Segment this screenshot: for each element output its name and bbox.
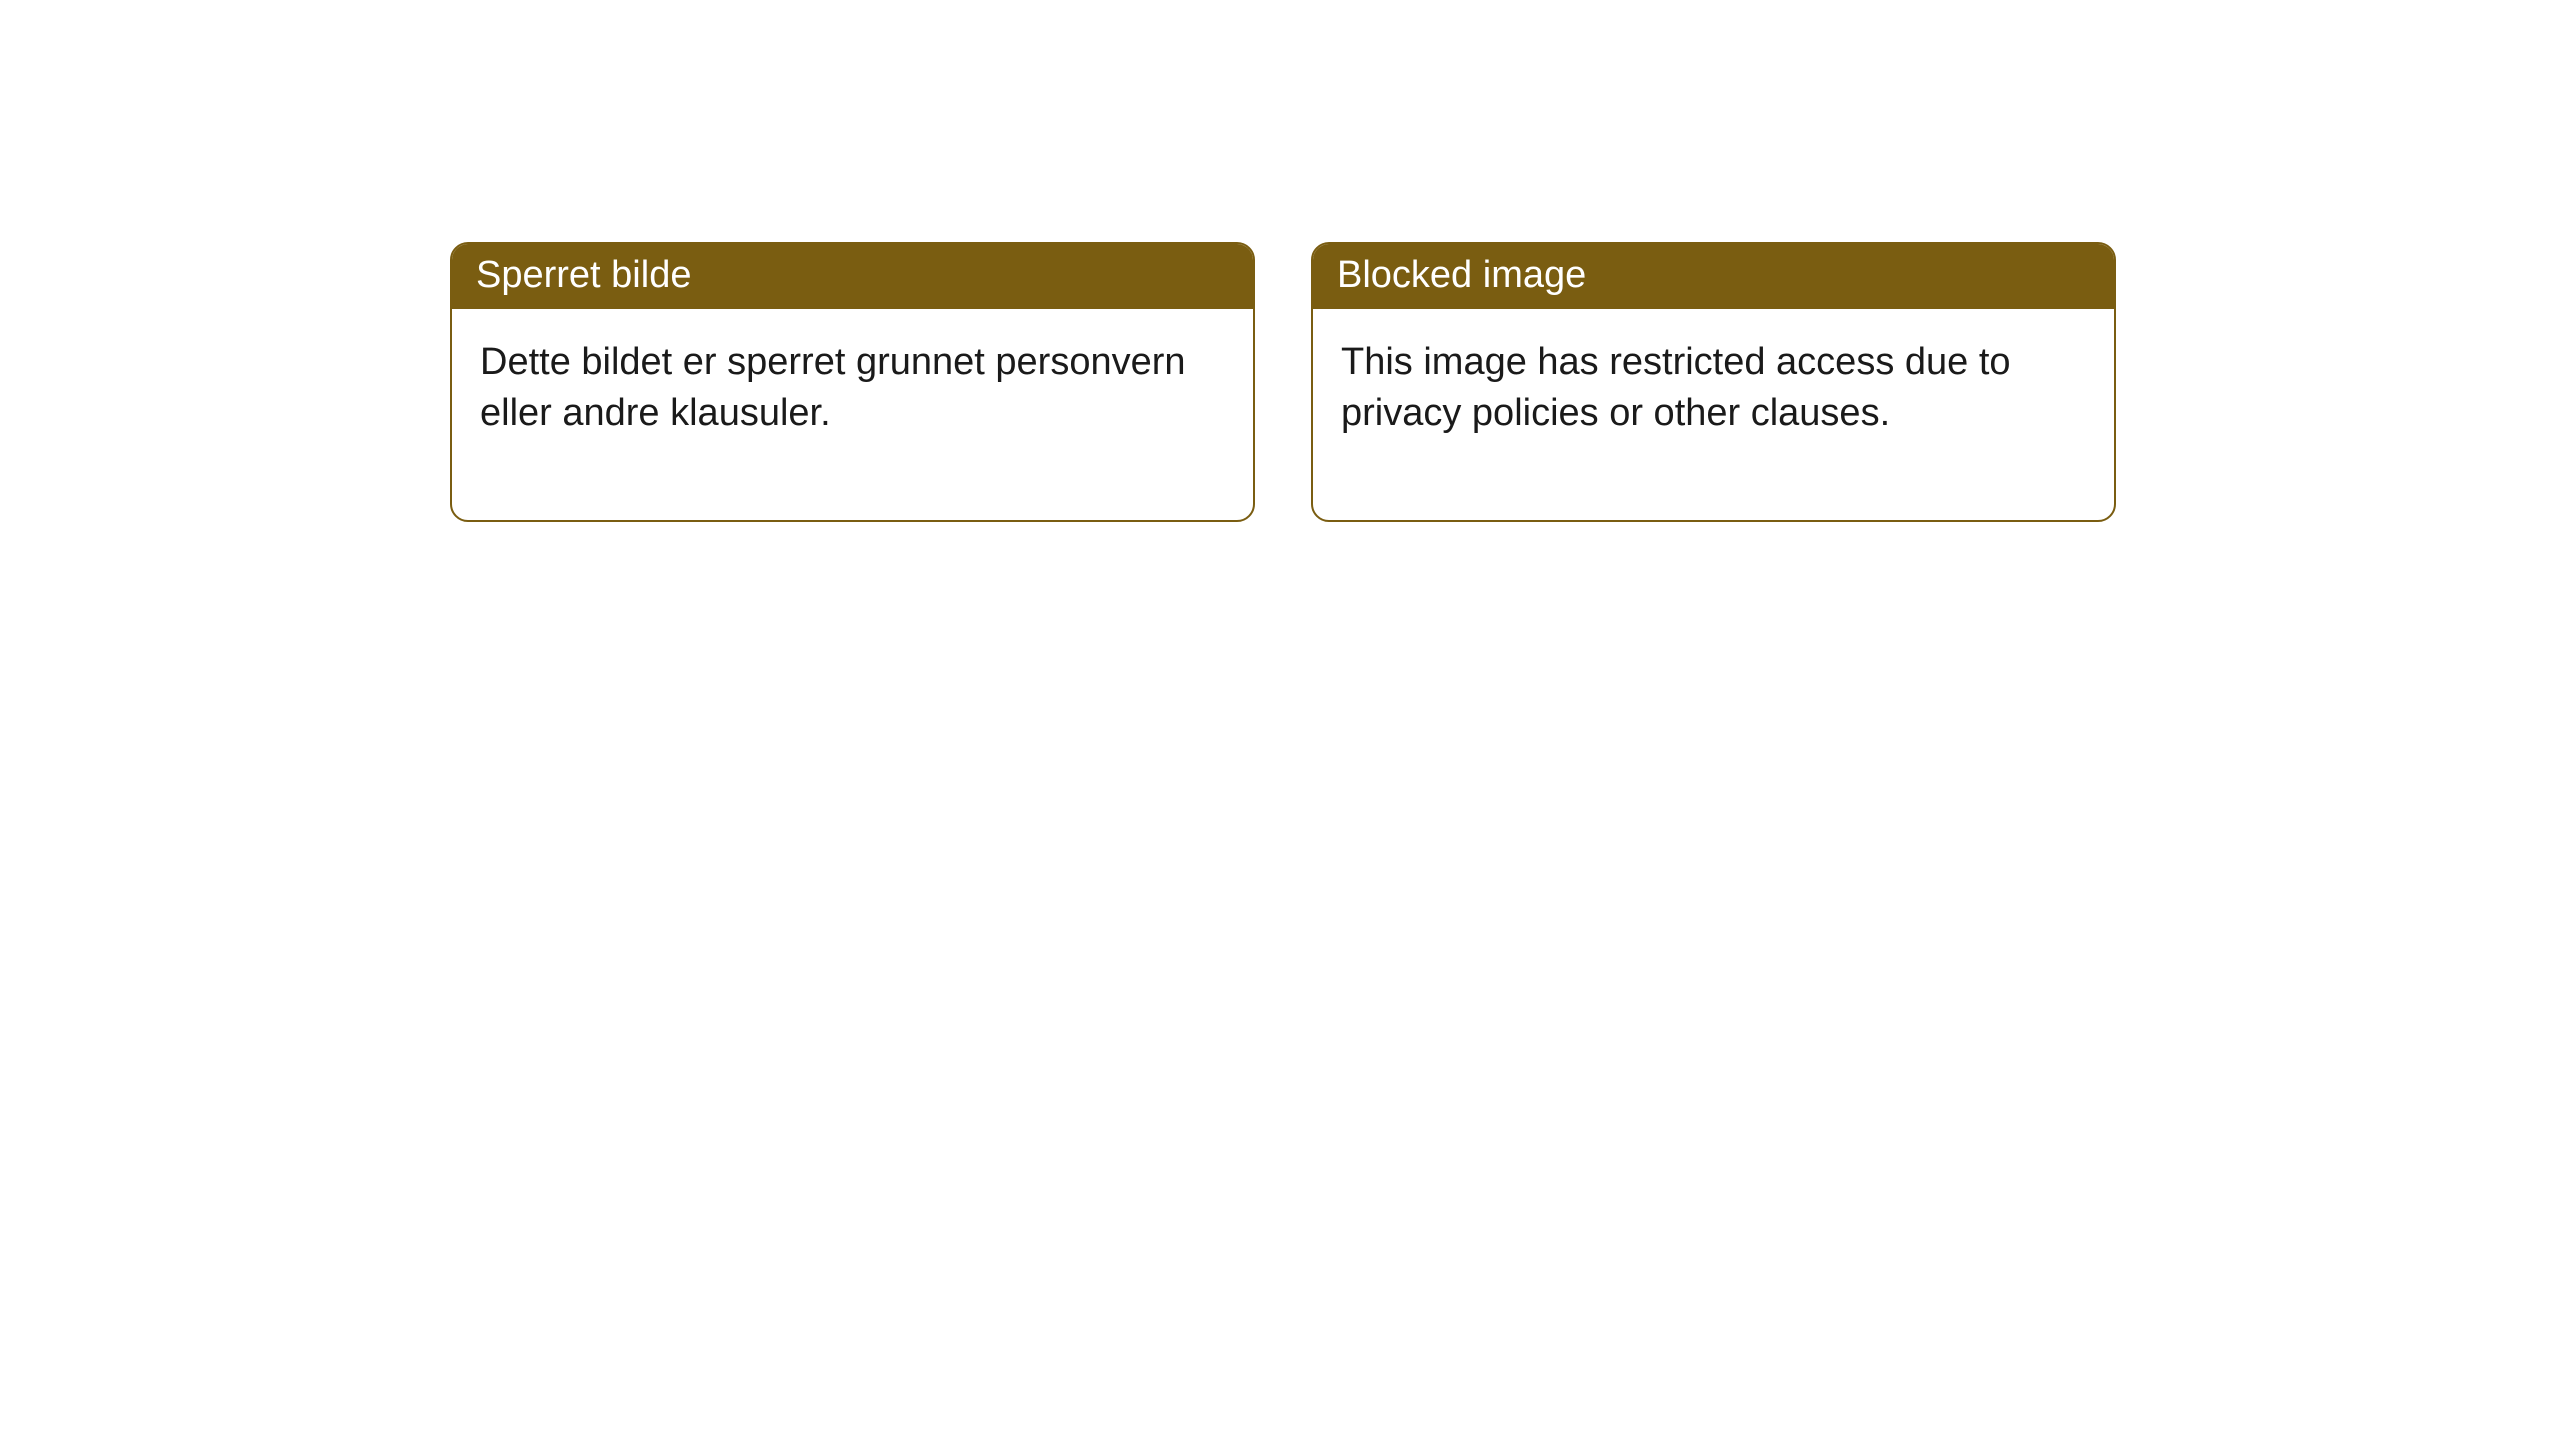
notice-body: This image has restricted access due to …	[1313, 309, 2114, 520]
notice-card-english: Blocked image This image has restricted …	[1311, 242, 2116, 522]
notice-title: Sperret bilde	[452, 244, 1253, 309]
notice-title: Blocked image	[1313, 244, 2114, 309]
notice-card-norwegian: Sperret bilde Dette bildet er sperret gr…	[450, 242, 1255, 522]
notice-container: Sperret bilde Dette bildet er sperret gr…	[0, 0, 2560, 522]
notice-body: Dette bildet er sperret grunnet personve…	[452, 309, 1253, 520]
